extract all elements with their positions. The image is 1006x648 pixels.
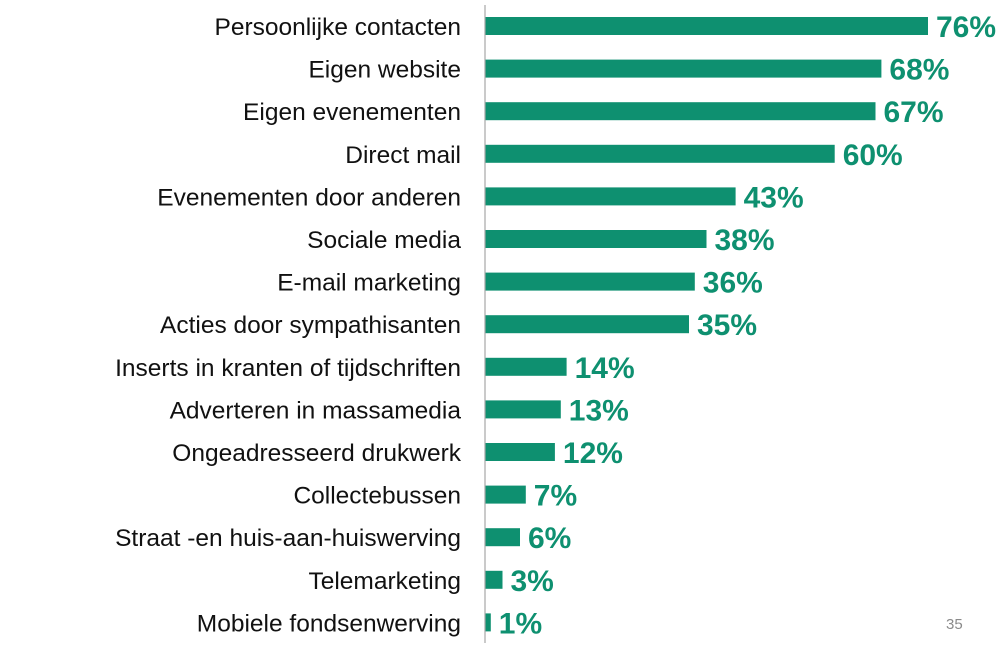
data-label: 68% (889, 54, 949, 87)
data-label: 35% (697, 309, 757, 342)
bar (485, 528, 520, 547)
category-label: Evenementen door anderen (157, 184, 461, 211)
category-label: Ongeadresseerd drukwerk (172, 440, 461, 467)
bar (485, 443, 555, 461)
data-label: 67% (884, 96, 944, 129)
bar (485, 400, 561, 419)
bar (485, 485, 526, 504)
data-label: 13% (569, 394, 629, 427)
category-label: Inserts in kranten of tijdschriften (115, 355, 461, 382)
data-label: 6% (528, 522, 571, 555)
data-label: 12% (563, 437, 623, 470)
category-label: Eigen website (308, 57, 461, 84)
category-label: E-mail marketing (277, 270, 461, 297)
data-label: 7% (534, 480, 577, 513)
bar (485, 613, 491, 632)
data-label: 76% (936, 11, 996, 44)
data-label: 38% (715, 224, 775, 257)
bar (485, 144, 835, 163)
bar (485, 230, 707, 248)
category-label: Straat -en huis-aan-huiswerving (115, 525, 461, 552)
data-label: 36% (703, 267, 763, 300)
page-number: 35 (946, 616, 963, 633)
data-label: 3% (511, 565, 554, 598)
category-label: Adverteren in massamedia (170, 397, 462, 424)
category-label: Telemarketing (308, 568, 461, 595)
data-label: 43% (744, 181, 804, 214)
bar (485, 570, 503, 589)
category-label: Collectebussen (293, 483, 461, 510)
category-label: Sociale media (307, 227, 461, 254)
bar (485, 187, 736, 206)
bar (485, 102, 876, 121)
bar (485, 272, 695, 291)
data-label: 1% (499, 607, 542, 640)
category-label: Direct mail (345, 142, 461, 169)
data-label: 14% (575, 352, 635, 385)
bar (485, 17, 928, 35)
category-label: Mobiele fondsenwerving (197, 610, 461, 637)
bar (485, 315, 689, 334)
bar (485, 357, 567, 376)
category-label: Persoonlijke contacten (214, 14, 461, 41)
category-label: Eigen evenementen (243, 99, 461, 126)
bar (485, 59, 882, 78)
data-label: 60% (843, 139, 903, 172)
category-label: Acties door sympathisanten (160, 312, 461, 339)
